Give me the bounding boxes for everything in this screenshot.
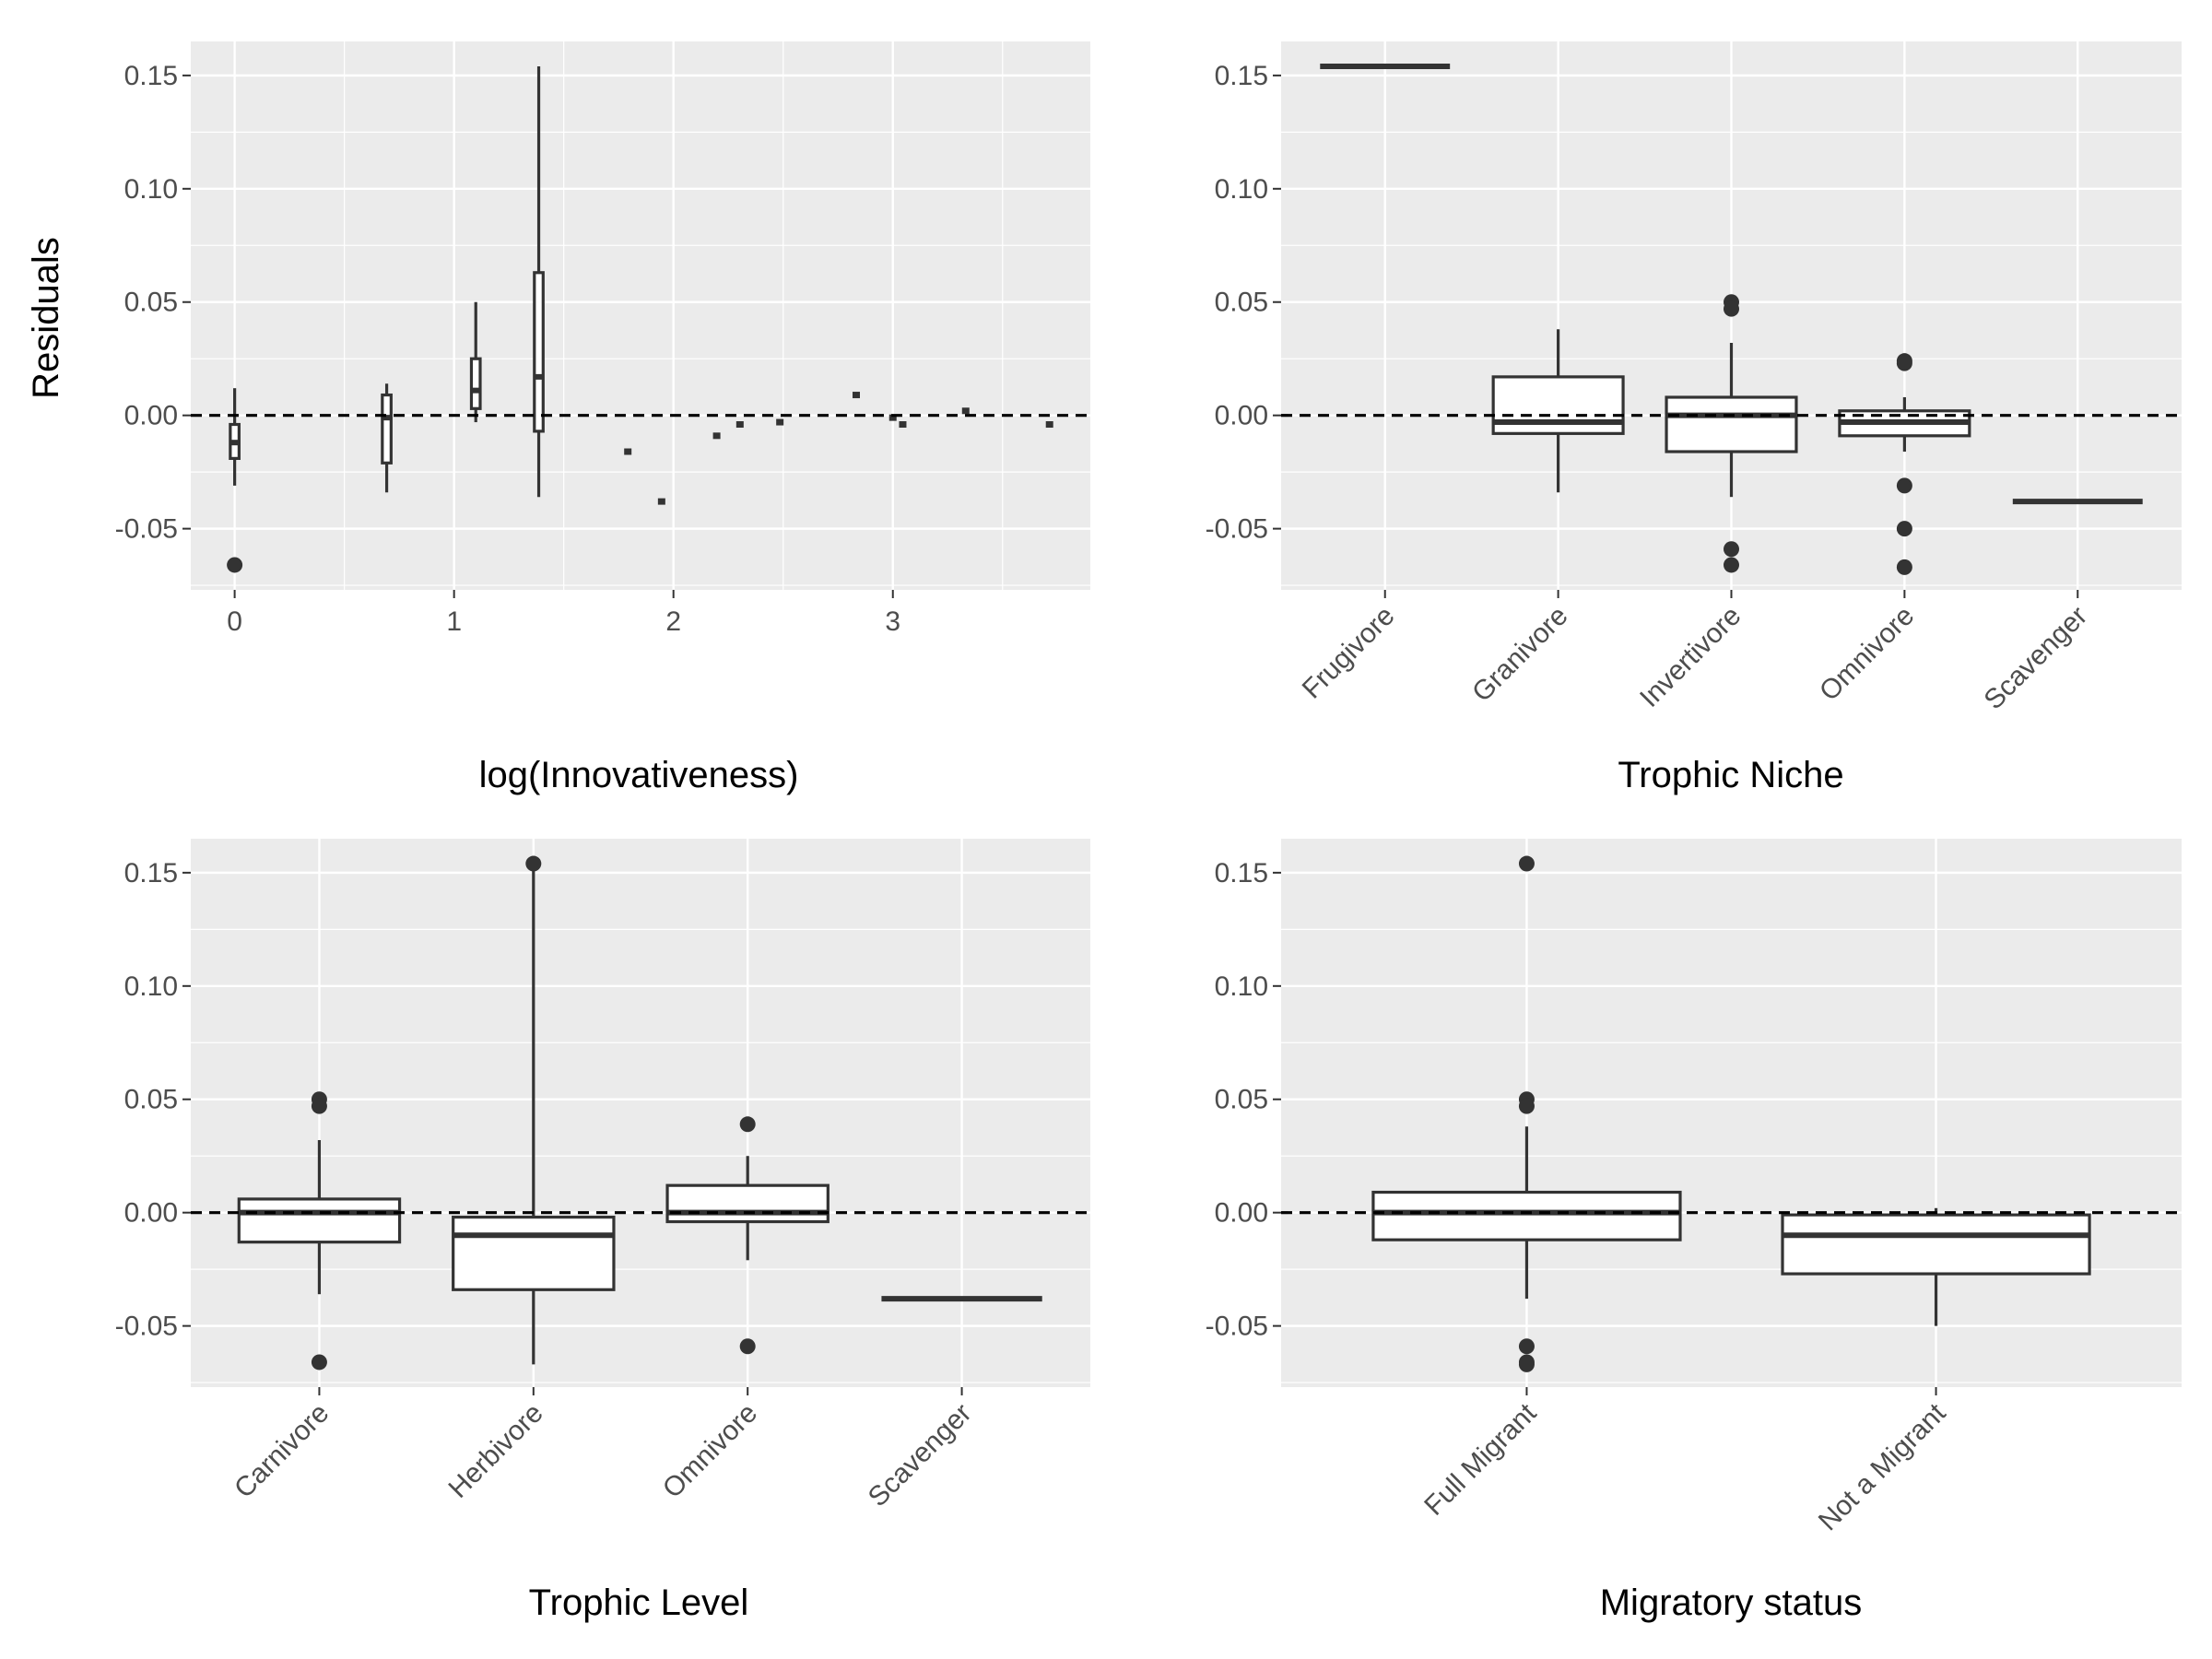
box-body [469, 357, 482, 410]
box-invertivore [1665, 294, 1798, 573]
x-axis-title-trophic-level: Trophic Level [529, 1583, 749, 1623]
x-tick-label: Carnivore [229, 1398, 335, 1504]
outlier-point [227, 557, 243, 573]
y-tick-label: 0.15 [1215, 858, 1268, 888]
box-body [1371, 1190, 1682, 1241]
y-tick-label: 0.15 [1215, 61, 1268, 91]
box-granivore [1491, 329, 1625, 493]
outlier-point [1896, 559, 1912, 575]
outlier-point [739, 1338, 756, 1355]
x-axis-title-trophic-niche: Trophic Niche [1618, 755, 1843, 795]
y-tick-label: 0.05 [1215, 288, 1268, 318]
x-axis-title-migratory-status: Migratory status [1600, 1583, 1863, 1623]
outlier-point [1724, 300, 1739, 317]
outlier-point [1518, 1098, 1535, 1114]
y-tick-label: 0.05 [1215, 1085, 1268, 1115]
y-tick-label: 0.15 [124, 858, 178, 888]
x-tick-label: Full Migrant [1418, 1397, 1543, 1522]
outlier-point [525, 855, 542, 872]
outlier-point [1518, 1338, 1535, 1355]
box-x0 [227, 388, 243, 573]
box-not-a-migrant [1781, 1207, 2091, 1326]
x-tick-label: 0 [227, 606, 242, 637]
y-tick-label: 0.00 [124, 1198, 178, 1229]
outlier-point [1724, 541, 1739, 558]
outlier-point [311, 1098, 327, 1114]
outlier-point [1518, 855, 1535, 872]
panel-background [191, 839, 1090, 1387]
y-axis-title: Residuals [26, 237, 66, 399]
outlier-point [1518, 1356, 1535, 1372]
panel-trophic-level: -0.05 0.00 0.05 0.10 0.15 Carnivore Herbivore O… [115, 839, 1090, 1512]
y-tick-label: 0.00 [1215, 1198, 1268, 1229]
box-body [533, 271, 545, 433]
panel-migratory-status: -0.05 0.00 0.05 0.10 0.15 Full Migrant Not a M… [1206, 839, 2182, 1536]
y-tick-label: 0.00 [1215, 401, 1268, 431]
y-tick-label: -0.05 [1206, 1312, 1268, 1342]
x-tick-label: 3 [885, 606, 900, 637]
y-tick-label: 0.15 [124, 61, 178, 91]
y-tick-label: 0.00 [124, 401, 178, 431]
outlier-point [1896, 521, 1912, 537]
x-tick-label: Omnivore [1814, 601, 1920, 707]
x-tick-label: 2 [665, 606, 681, 637]
y-tick-label: 0.10 [124, 971, 178, 1002]
y-tick-label: 0.10 [1215, 971, 1268, 1002]
box-body [452, 1215, 616, 1291]
x-tick-label: Herbivore [442, 1398, 548, 1504]
y-tick-label: -0.05 [115, 1312, 178, 1342]
x-tick-label: Frugivore [1297, 601, 1401, 705]
outlier-point [739, 1116, 756, 1133]
box-body [1781, 1213, 2091, 1276]
box-body [665, 1183, 830, 1224]
x-tick-label: Omnivore [657, 1398, 763, 1504]
panel-background [191, 41, 1090, 590]
x-tick-label: Scavenger [863, 1398, 978, 1513]
x-tick-label: Invertivore [1634, 601, 1747, 713]
box-x1 [381, 383, 393, 493]
box-body [1491, 375, 1625, 435]
outlier-point [1724, 557, 1739, 573]
box-x3 [533, 66, 545, 498]
y-tick-label: -0.05 [1206, 514, 1268, 545]
y-tick-label: 0.05 [124, 1085, 178, 1115]
box-carnivore [237, 1091, 402, 1371]
y-tick-label: 0.10 [1215, 174, 1268, 205]
box-body [1665, 395, 1798, 453]
outlier-point [1896, 355, 1912, 371]
y-tick-label: 0.10 [124, 174, 178, 205]
x-axis-title-innovativeness: log(Innovativeness) [479, 755, 799, 795]
box-body [381, 393, 393, 465]
y-tick-label: -0.05 [115, 514, 178, 545]
box-body [237, 1197, 402, 1244]
x-tick-label: Granivore [1466, 601, 1573, 708]
panel-innovativeness: -0.05 0.00 0.05 0.10 0.15 0 1 2 3 [115, 41, 1090, 637]
box-herbivore [452, 855, 616, 1365]
box-omnivore [665, 1116, 830, 1355]
panel-trophic-niche: -0.05 0.00 0.05 0.10 0.15 Frugivore Granivore I… [1206, 41, 2182, 715]
outlier-point [311, 1354, 327, 1371]
panel-background [1281, 839, 2182, 1387]
x-tick-label: Scavenger [1978, 601, 2093, 716]
y-tick-label: 0.05 [124, 288, 178, 318]
outlier-point [1896, 477, 1912, 494]
box-full-migrant [1371, 855, 1682, 1372]
x-tick-label: 1 [446, 606, 462, 637]
x-tick-label: Not a Migrant [1813, 1397, 1952, 1536]
